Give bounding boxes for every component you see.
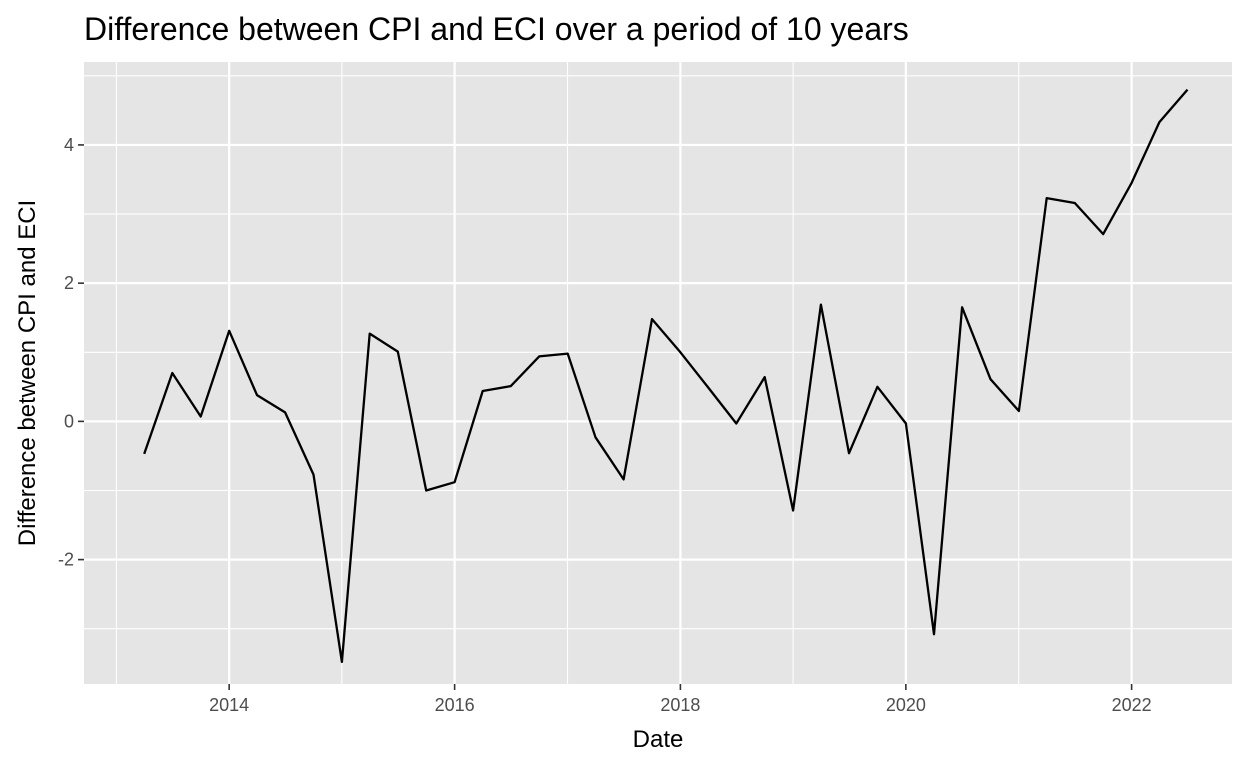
y-tick-label: -2 (58, 550, 74, 570)
series-line (143, 88, 1189, 664)
x-tick-label: 2016 (435, 695, 475, 715)
y-tick-label: 2 (64, 273, 74, 293)
y-tick-label: 4 (64, 135, 74, 155)
x-tick-label: 2014 (209, 695, 249, 715)
y-axis: -2 0 2 4 (58, 135, 84, 570)
series-group (143, 88, 1189, 664)
chart-title: Difference between CPI and ECI over a pe… (84, 11, 909, 47)
y-tick-label: 0 (64, 411, 74, 431)
x-tick-label: 2018 (660, 695, 700, 715)
x-tick-label: 2022 (1112, 695, 1152, 715)
plot-panel (84, 62, 1232, 684)
x-tick-label: 2020 (886, 695, 926, 715)
y-axis-title: Difference between CPI and ECI (14, 200, 41, 546)
minor-gridlines (84, 62, 1232, 684)
x-axis: 2014 2016 2018 2020 2022 (209, 684, 1152, 715)
major-gridlines (84, 62, 1232, 684)
x-axis-title: Date (633, 726, 684, 753)
